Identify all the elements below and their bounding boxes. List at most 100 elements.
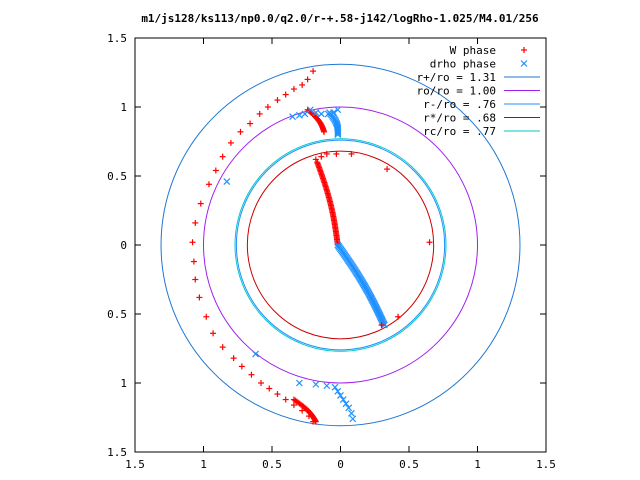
series-1-point-18 — [342, 400, 350, 408]
band-3-mark-15 — [334, 128, 342, 136]
series-0-point-13 — [205, 181, 212, 188]
series-0-point-8 — [247, 120, 254, 127]
circle-3 — [246, 150, 435, 340]
x-tick-label-4: 0.5 — [399, 458, 419, 471]
series-1-point-11 — [295, 379, 303, 387]
x-tick-label-6: 1.5 — [536, 458, 556, 471]
series-0-point-27 — [266, 385, 273, 392]
series-0-point-41 — [395, 313, 402, 320]
series-1-point-10 — [252, 350, 259, 358]
series-0-point-39 — [384, 166, 391, 173]
data-points — [189, 68, 433, 425]
series-0-point-36 — [323, 150, 330, 157]
series-0-point-23 — [230, 355, 237, 362]
series-1-point-5 — [306, 106, 314, 114]
series-0-point-31 — [299, 407, 306, 414]
y-tick-label-5: 1 — [120, 101, 127, 114]
series-0-point-15 — [192, 219, 199, 226]
series-0-point-16 — [189, 239, 196, 246]
series-0-point-38 — [348, 150, 355, 157]
series-0-point-22 — [219, 344, 226, 351]
series-0-point-19 — [196, 294, 203, 301]
series-1-point-7 — [295, 111, 303, 119]
series-1-point-19 — [345, 404, 353, 412]
legend-marker-1 — [520, 60, 528, 67]
x-tick-label-0: 1.5 — [125, 458, 145, 471]
axis-ticks: 1.5 1 0.5 0 0.5 1 1.51.510.500.511.5 — [107, 32, 556, 471]
series-0-point-17 — [190, 258, 197, 265]
x-tick-label-1: 1 — [200, 458, 207, 471]
band-0-mark-20 — [321, 128, 328, 135]
y-tick-label-4: 0.5 — [107, 170, 127, 183]
legend-label-3: ro/ro = 1.00 — [417, 85, 496, 98]
series-1-point-8 — [289, 113, 296, 121]
series-0-point-9 — [237, 128, 244, 135]
x-tick-label-5: 1 — [474, 458, 481, 471]
x-tick-label-3: 0 — [337, 458, 344, 471]
series-0-point-7 — [256, 110, 263, 117]
series-1-point-12 — [312, 380, 320, 388]
series-0-point-14 — [197, 200, 204, 207]
series-1-point-20 — [348, 409, 355, 417]
series-0-point-30 — [290, 402, 297, 409]
series-0-point-2 — [299, 81, 306, 88]
series-1-point-13 — [323, 382, 331, 390]
legend-label-5: r*/ro = .68 — [423, 112, 496, 125]
series-0-point-5 — [274, 97, 281, 104]
series-0-point-35 — [318, 153, 325, 160]
series-0-point-11 — [219, 153, 226, 160]
series-0-point-4 — [282, 91, 289, 98]
series-0-point-33 — [310, 418, 317, 425]
y-tick-label-6: 1.5 — [107, 32, 127, 45]
series-0-point-34 — [312, 156, 319, 163]
series-1-point-1 — [330, 109, 338, 116]
y-tick-label-2: 0.5 — [107, 308, 127, 321]
series-0-point-12 — [212, 167, 219, 174]
legend-label-4: r-/ro = .76 — [423, 98, 496, 111]
series-0-point-24 — [238, 363, 245, 370]
series-0-point-29 — [282, 396, 289, 403]
series-1-point-17 — [339, 396, 347, 403]
series-0-point-3 — [290, 86, 297, 93]
circle-4 — [234, 138, 447, 352]
legend-label-1: drho phase — [430, 58, 496, 71]
series-1-point-6 — [301, 110, 309, 118]
series-0-point-32 — [305, 413, 312, 420]
y-tick-label-1: 1 — [120, 377, 127, 390]
series-1-point-0 — [334, 106, 342, 114]
series-0-point-26 — [258, 380, 265, 386]
series-1-point-9 — [223, 178, 231, 185]
chart-title: m1/js128/ks113/np0.0/q2.0/r-+.58-j142/lo… — [141, 12, 539, 25]
series-1-point-4 — [312, 109, 320, 116]
series-0-point-0 — [310, 68, 317, 75]
series-0-point-20 — [203, 313, 210, 320]
legend-label-6: rc/ro = .77 — [423, 125, 496, 138]
legend-marker-0 — [521, 47, 527, 53]
series-0-point-28 — [274, 391, 281, 398]
legend-label-0: W phase — [450, 44, 496, 57]
y-tick-label-3: 0 — [120, 239, 127, 252]
series-0-point-42 — [378, 322, 385, 329]
x-tick-label-2: 0.5 — [262, 458, 282, 471]
y-tick-label-0: 1.5 — [107, 446, 127, 459]
series-1-point-15 — [334, 387, 342, 395]
series-0-point-1 — [304, 76, 311, 83]
series-0-point-40 — [426, 239, 433, 246]
series-0-point-10 — [227, 139, 234, 146]
series-1-point-16 — [337, 391, 344, 399]
series-0-point-25 — [248, 371, 255, 378]
series-0-point-6 — [264, 104, 271, 110]
series-1-point-2 — [324, 110, 332, 118]
series-1-point-14 — [331, 383, 339, 391]
circle-2 — [235, 139, 446, 351]
series-1-point-3 — [317, 110, 325, 118]
series-0-point-18 — [192, 276, 199, 283]
circle-0 — [160, 63, 521, 427]
band-3-mark-16 — [334, 129, 342, 137]
band-3-mark-17 — [334, 131, 342, 139]
series-1-point-21 — [349, 415, 357, 423]
legend-label-2: r+/ro = 1.31 — [417, 71, 496, 84]
series-0-point-21 — [210, 330, 217, 337]
